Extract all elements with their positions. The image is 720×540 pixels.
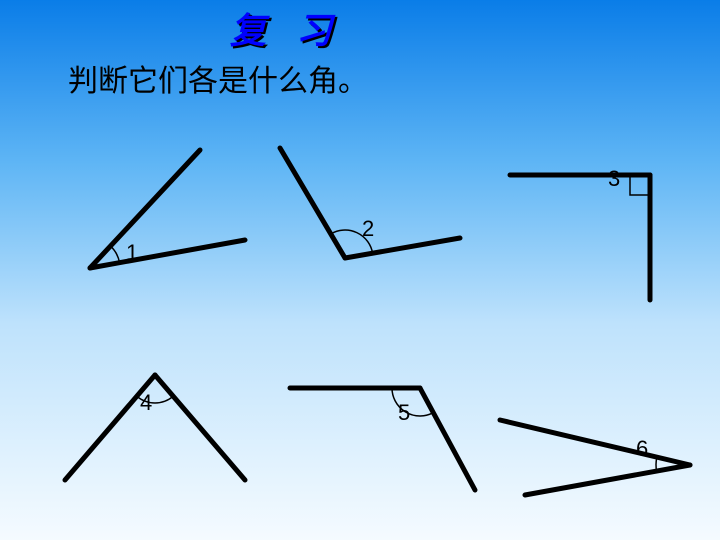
angle-diagram-1 [70,140,260,280]
angle-label-5: 5 [398,400,410,426]
angle-diagram-6 [490,370,700,500]
slide-subtitle: 判断它们各是什么角。 [68,56,368,100]
angle-6-ray2 [525,465,690,495]
angle-6-ray1 [500,420,690,465]
angle-label-3: 3 [608,166,620,192]
angle-diagram-3 [500,160,670,310]
angle-label-4: 4 [140,390,152,416]
angle-label-1: 1 [126,240,138,266]
angle-4-ray2 [155,375,245,480]
slide-title-char2: 习 [296,2,332,54]
slide-title-char1: 复 [230,2,266,54]
angle-label-2: 2 [362,216,374,242]
angle-6-arc [656,457,657,472]
angle-label-6: 6 [636,436,648,462]
angle-2-ray1 [280,148,345,258]
angle-diagram-2 [270,140,470,280]
angle-5-ray2 [420,388,475,490]
angle-diagram-5 [280,370,490,500]
angle-3-marker [630,175,650,195]
angle-diagram-4 [50,360,250,490]
